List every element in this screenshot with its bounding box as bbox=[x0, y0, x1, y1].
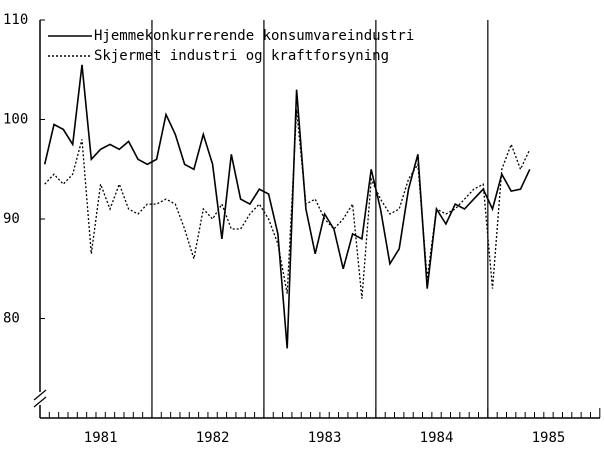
x-tick-label: 1983 bbox=[308, 430, 342, 446]
legend-label: Skjermet industri og kraftforsyning bbox=[94, 48, 389, 64]
y-tick-label: 100 bbox=[3, 112, 28, 128]
series-line bbox=[44, 109, 531, 299]
x-tick-label: 1984 bbox=[420, 430, 454, 446]
x-tick-label: 1981 bbox=[84, 430, 118, 446]
y-tick-label: 110 bbox=[3, 12, 28, 28]
x-tick-label: 1982 bbox=[196, 430, 230, 446]
legend-label: Hjemmekonkurrerende konsumvareindustri bbox=[94, 28, 414, 44]
axis-break bbox=[33, 389, 47, 401]
series-line bbox=[43, 64, 531, 349]
y-tick-label: 80 bbox=[3, 311, 20, 327]
axis-break bbox=[33, 396, 47, 408]
x-tick-label: 1985 bbox=[532, 430, 566, 446]
y-tick-label: 90 bbox=[3, 211, 20, 227]
